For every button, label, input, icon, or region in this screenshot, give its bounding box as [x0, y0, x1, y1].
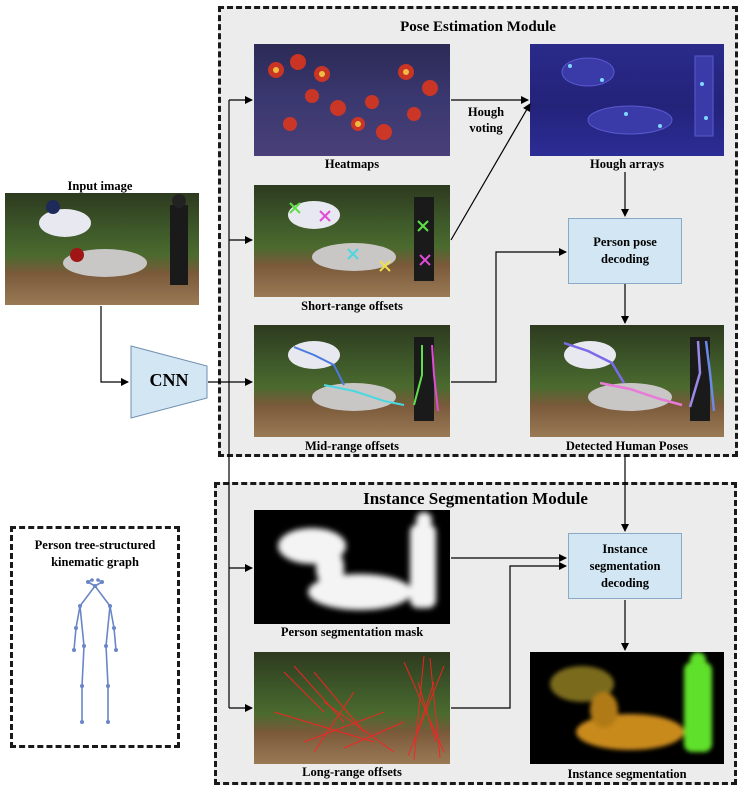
instance-silhouettes — [550, 652, 712, 752]
person-pose-decoding-box: Person pose decoding — [568, 218, 682, 284]
detected-poses-caption: Detected Human Poses — [565, 439, 689, 453]
cnn-block — [130, 345, 208, 419]
hough-arrays-caption: Hough arrays — [590, 157, 664, 171]
heatmap-blobs — [268, 54, 438, 140]
short-range-caption: Short-range offsets — [301, 299, 403, 313]
cnn-label: CNN — [149, 370, 189, 390]
kinematic-graph-panel — [10, 526, 180, 748]
seg-module-title: Instance Segmentation Module — [363, 489, 588, 508]
segmentation-mask-image — [254, 510, 450, 624]
mask-silhouettes — [278, 512, 436, 610]
heatmaps-caption: Heatmaps — [324, 157, 380, 171]
mid-range-caption: Mid-range offsets — [304, 439, 400, 453]
instance-segmentation-image — [530, 652, 724, 764]
hough-figures — [561, 55, 714, 137]
kinematic-graph-title: Person tree-structured kinematic graph — [34, 538, 156, 569]
input-image — [5, 193, 199, 305]
instance-seg-decoding-box: Instance segmentation decoding — [568, 533, 682, 599]
instance-segmentation-caption: Instance segmentation — [567, 767, 687, 781]
detected-skeletons — [563, 337, 716, 421]
mid-range-lines — [288, 337, 439, 421]
long-range-vectors — [273, 655, 445, 761]
long-range-caption: Long-range offsets — [302, 765, 402, 779]
pose-module-title: Pose Estimation Module — [400, 19, 556, 35]
detected-poses-image — [530, 325, 724, 437]
mid-range-offsets-image — [254, 325, 450, 437]
input-image-caption: Input image — [67, 179, 133, 193]
short-range-offsets-image — [254, 185, 450, 297]
hough-arrays-image — [530, 44, 724, 156]
heatmaps-image — [254, 44, 450, 156]
hough-voting-label: Hough voting — [467, 105, 505, 135]
input-image-figures — [39, 194, 188, 285]
long-range-offsets-image — [254, 652, 450, 764]
short-range-stars — [288, 197, 434, 281]
kinematic-skeleton — [72, 578, 118, 724]
segmentation-mask-caption: Person segmentation mask — [280, 625, 424, 639]
